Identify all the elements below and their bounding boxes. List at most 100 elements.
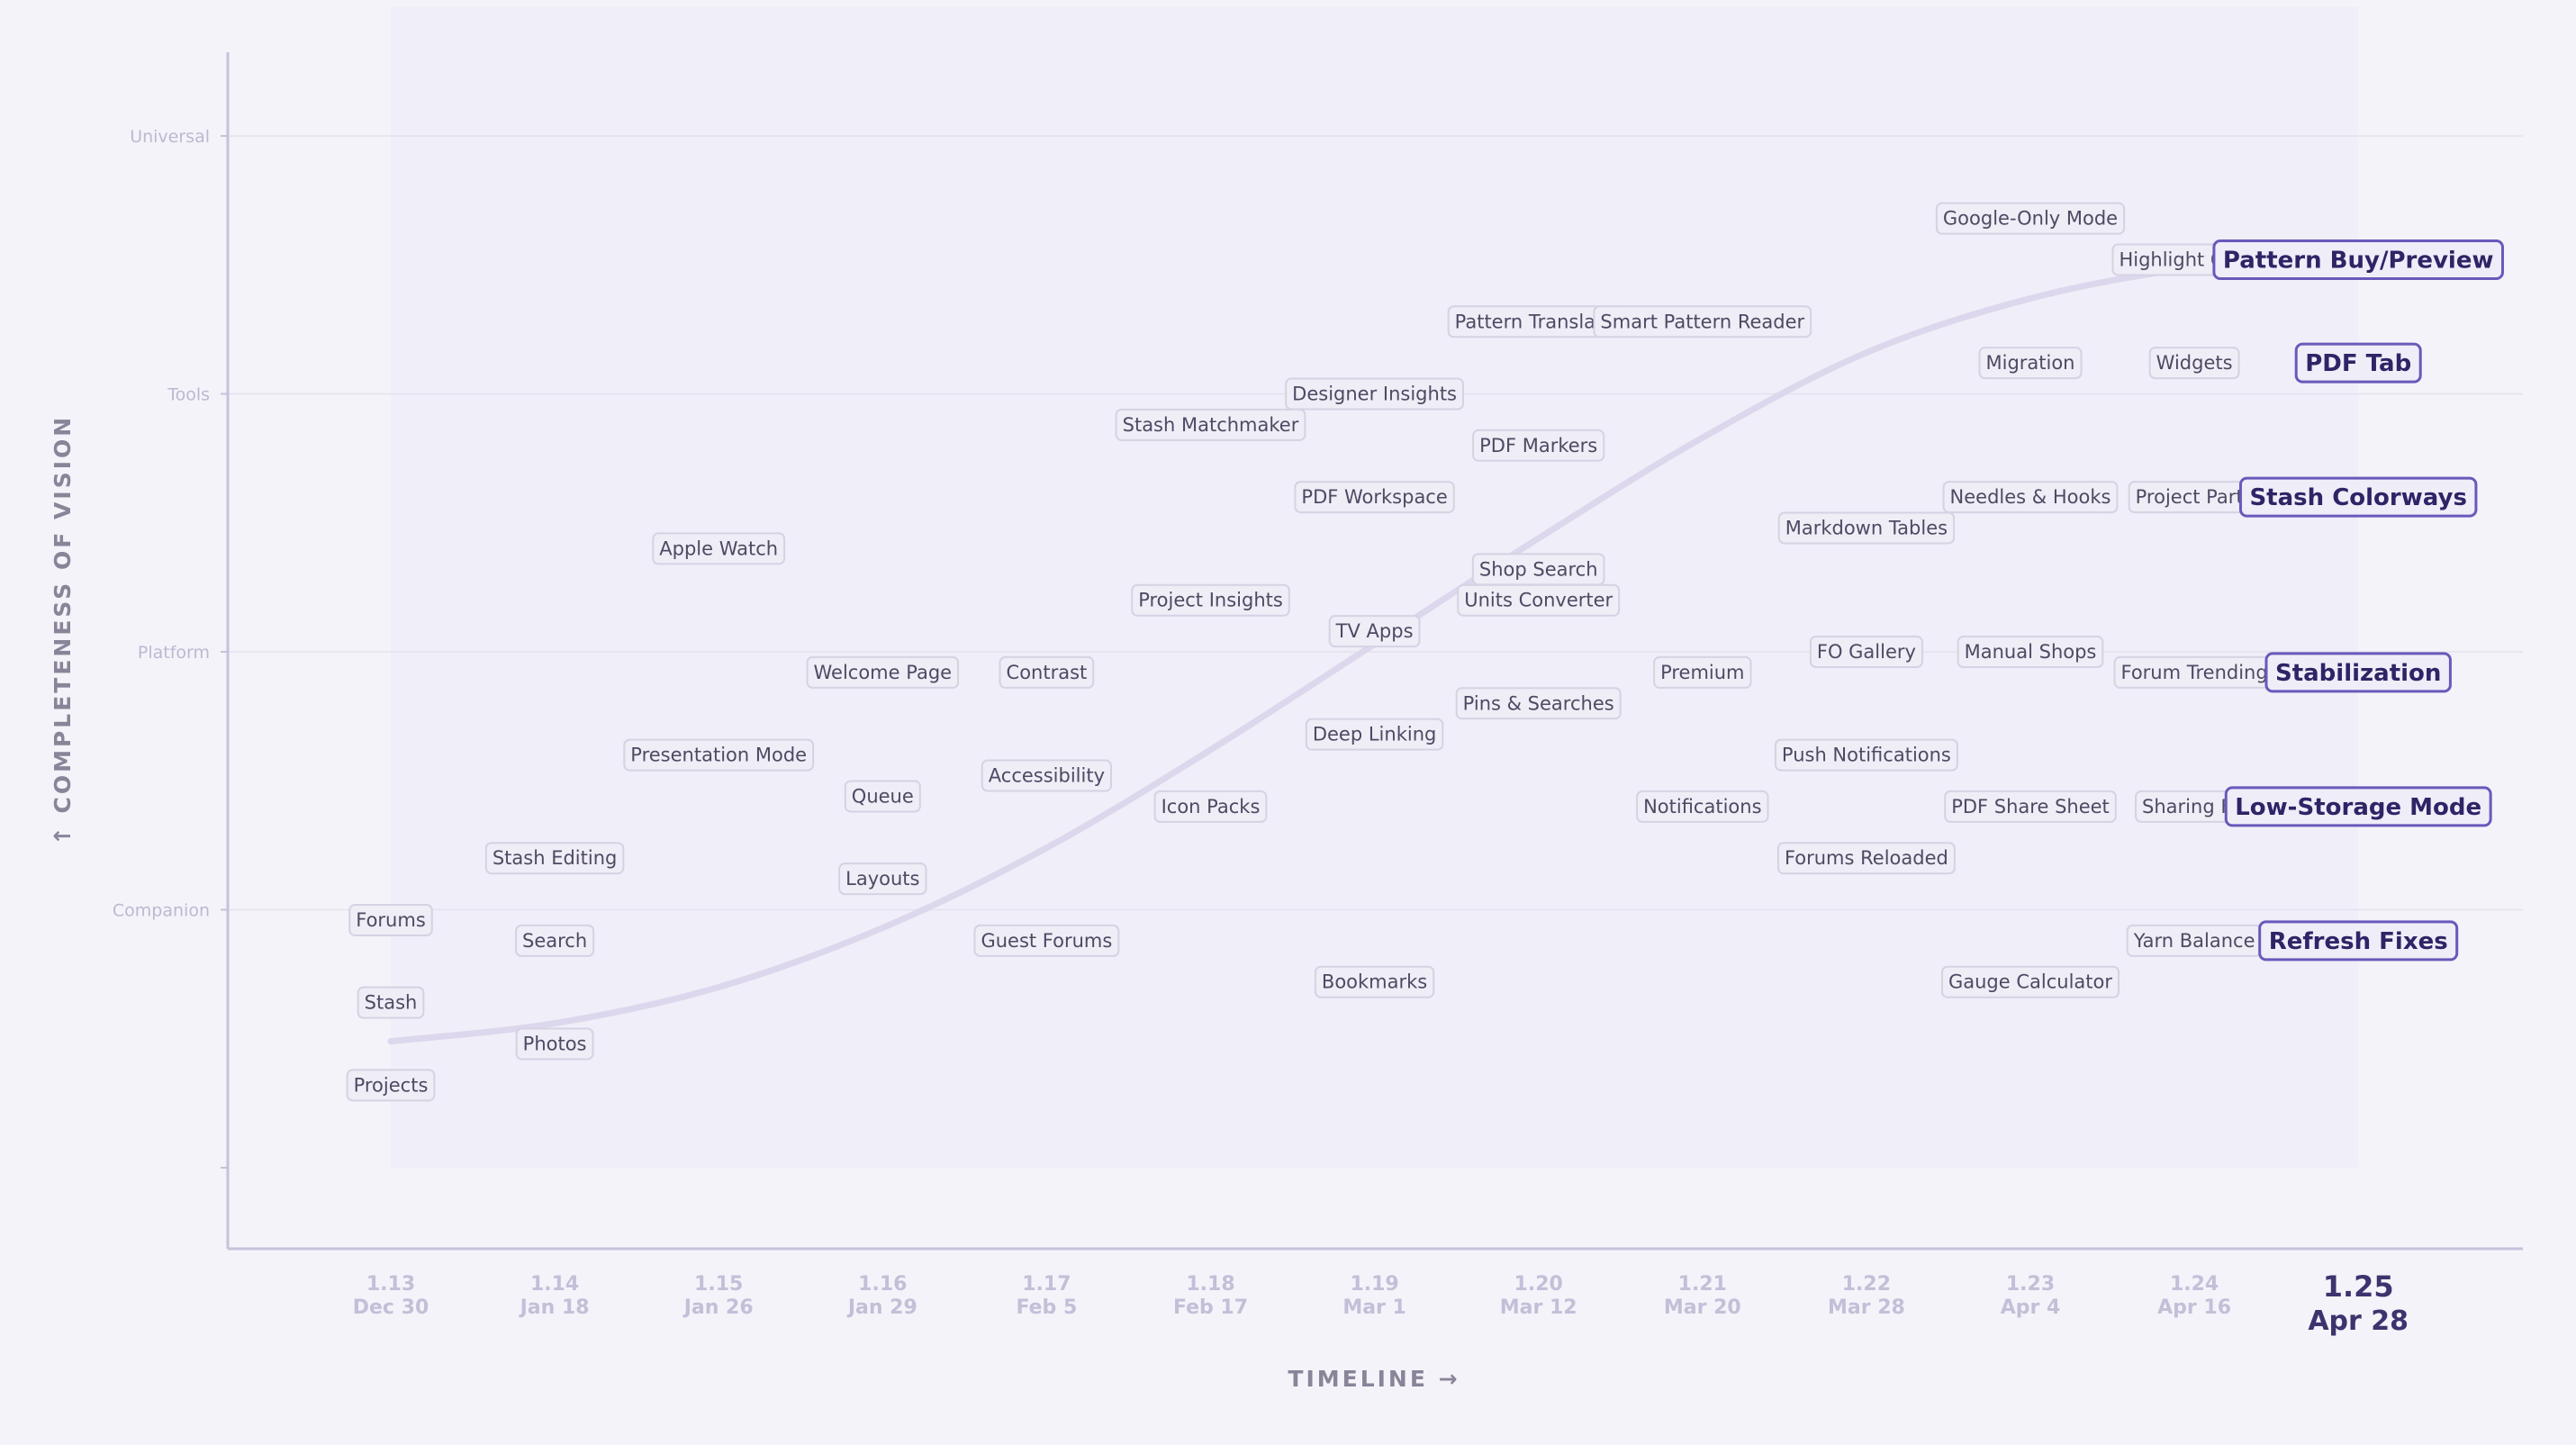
feature-label: Forums (348, 903, 433, 936)
feature-label-text: Widgets (2156, 352, 2233, 374)
feature-label-box (1593, 305, 1812, 339)
feature-label-text: Gauge Calculator (1948, 971, 2112, 993)
feature-labels: Projects Stash Forums Photos Search Stash Edi… (346, 202, 2504, 1102)
feature-label: Photos (515, 1027, 594, 1061)
feature-label: Markdown Tables (1777, 511, 1956, 545)
feature-label: PDF Share Sheet (1944, 790, 2117, 823)
feature-label: Migration (1978, 347, 2083, 380)
feature-label-text: Project Insights (1138, 590, 1283, 611)
feature-label-box (2212, 239, 2504, 281)
feature-label-box (1305, 718, 1444, 751)
feature-label: PDF Workspace (1294, 481, 1455, 514)
feature-label-text: Smart Pattern Reader (1600, 311, 1804, 332)
x-tick-version: 1.18 (1186, 1273, 1234, 1296)
feature-label-text: Forums (356, 909, 426, 931)
feature-label-box (844, 780, 921, 813)
feature-label-box (806, 655, 960, 689)
x-tick-date: Feb 17 (1173, 1296, 1248, 1319)
x-tick-date: Mar 20 (1664, 1296, 1741, 1319)
feature-label-box (973, 924, 1120, 957)
feature-label-text: Layouts (845, 868, 919, 890)
x-tick-date: Mar 12 (1500, 1296, 1577, 1319)
feature-label: PDF Markers (1472, 429, 1605, 462)
feature-label-text: Google-Only Mode (1943, 208, 2118, 230)
feature-label-box (1776, 842, 1956, 875)
feature-label: Notifications (1636, 790, 1769, 823)
feature-label-box (515, 1027, 594, 1061)
feature-label-box (484, 842, 625, 875)
feature-label: Project Insights (1131, 583, 1290, 617)
feature-label-box (1809, 636, 1923, 668)
feature-label: Contrast (999, 655, 1095, 689)
highlight-feature-label: Pattern Buy/Preview (2212, 239, 2504, 281)
feature-label-text: Pins & Searches (1463, 692, 1614, 714)
feature-label-text: Presentation Mode (630, 745, 807, 766)
feature-label: Icon Packs (1153, 790, 1268, 823)
feature-label: Gauge Calculator (1940, 965, 2120, 998)
feature-label-text: Forum Trending (2120, 662, 2267, 683)
feature-label-box (348, 903, 433, 936)
highlight-feature-label: Refresh Fixes (2258, 920, 2459, 962)
x-tick-date: Feb 5 (1017, 1296, 1078, 1319)
feature-label-box (346, 1069, 436, 1102)
x-tick-date: Jan 29 (846, 1296, 917, 1319)
feature-label: Guest Forums (973, 924, 1120, 957)
feature-label-text: Manual Shops (1965, 641, 2097, 663)
feature-label-text: PDF Tab (2305, 350, 2411, 377)
feature-label-box (1942, 481, 2119, 514)
x-tick-version: 1.19 (1350, 1273, 1398, 1296)
feature-label-box (981, 759, 1113, 792)
feature-label-box (652, 532, 786, 565)
feature-label-text: PDF Workspace (1301, 486, 1447, 508)
x-tick-version: 1.15 (694, 1273, 743, 1296)
x-tick-version: 1.20 (1514, 1273, 1563, 1296)
x-tick-date: Mar 1 (1342, 1296, 1406, 1319)
feature-label-text: Notifications (1643, 796, 1761, 817)
x-tick-version: 1.13 (366, 1273, 415, 1296)
feature-label-text: Forums Reloaded (1785, 847, 1948, 869)
feature-label: Needles & Hooks (1942, 481, 2119, 514)
feature-label-text: Deep Linking (1313, 724, 1437, 745)
x-tick-date: Dec 30 (353, 1296, 429, 1319)
feature-label-box (1978, 347, 2083, 380)
feature-label-text: Stash Colorways (2249, 484, 2466, 511)
feature-label-box (1774, 738, 1958, 772)
feature-label-text: Refresh Fixes (2269, 928, 2448, 955)
feature-label-text: Designer Insights (1292, 384, 1457, 405)
feature-label-text: Photos (523, 1033, 587, 1054)
feature-label: Accessibility (981, 759, 1113, 792)
feature-label: Search (515, 924, 595, 957)
feature-label: Projects (346, 1069, 436, 1102)
feature-label-box (1285, 377, 1465, 411)
feature-label-text: Apple Watch (659, 537, 778, 559)
feature-label-box (1153, 790, 1268, 823)
feature-label-text: Icon Packs (1161, 796, 1261, 817)
feature-label: Pins & Searches (1455, 687, 1622, 720)
feature-label-text: Search (522, 930, 587, 952)
feature-label-box (1636, 790, 1769, 823)
feature-label-text: Stash Editing (493, 847, 618, 869)
feature-label: Widgets (2148, 347, 2240, 380)
feature-label: Forum Trending (2113, 655, 2275, 689)
x-tick-version: 1.17 (1022, 1273, 1071, 1296)
feature-label-text: Stabilization (2275, 660, 2441, 687)
y-tick-label: Platform (138, 643, 210, 663)
feature-label-text: Premium (1660, 662, 1744, 683)
feature-label: Shop Search (1471, 553, 1605, 586)
feature-label-text: Needles & Hooks (1950, 486, 2111, 508)
feature-label: Yarn Balance (2126, 924, 2263, 957)
feature-label-text: Migration (1985, 352, 2074, 374)
feature-label: Deep Linking (1305, 718, 1444, 751)
x-tick-date: Jan 26 (682, 1296, 754, 1319)
feature-label-text: Queue (852, 785, 914, 807)
x-tick-version: 1.21 (1678, 1273, 1727, 1296)
feature-label: Forums Reloaded (1776, 842, 1956, 875)
feature-label-text: Low-Storage Mode (2235, 794, 2481, 821)
feature-label-box (1314, 965, 1435, 998)
feature-label-box (2238, 476, 2478, 518)
feature-label: Welcome Page (806, 655, 960, 689)
feature-label-text: PDF Markers (1479, 435, 1597, 456)
feature-label-text: Units Converter (1464, 590, 1613, 611)
feature-label: Stash Matchmaker (1115, 408, 1306, 441)
